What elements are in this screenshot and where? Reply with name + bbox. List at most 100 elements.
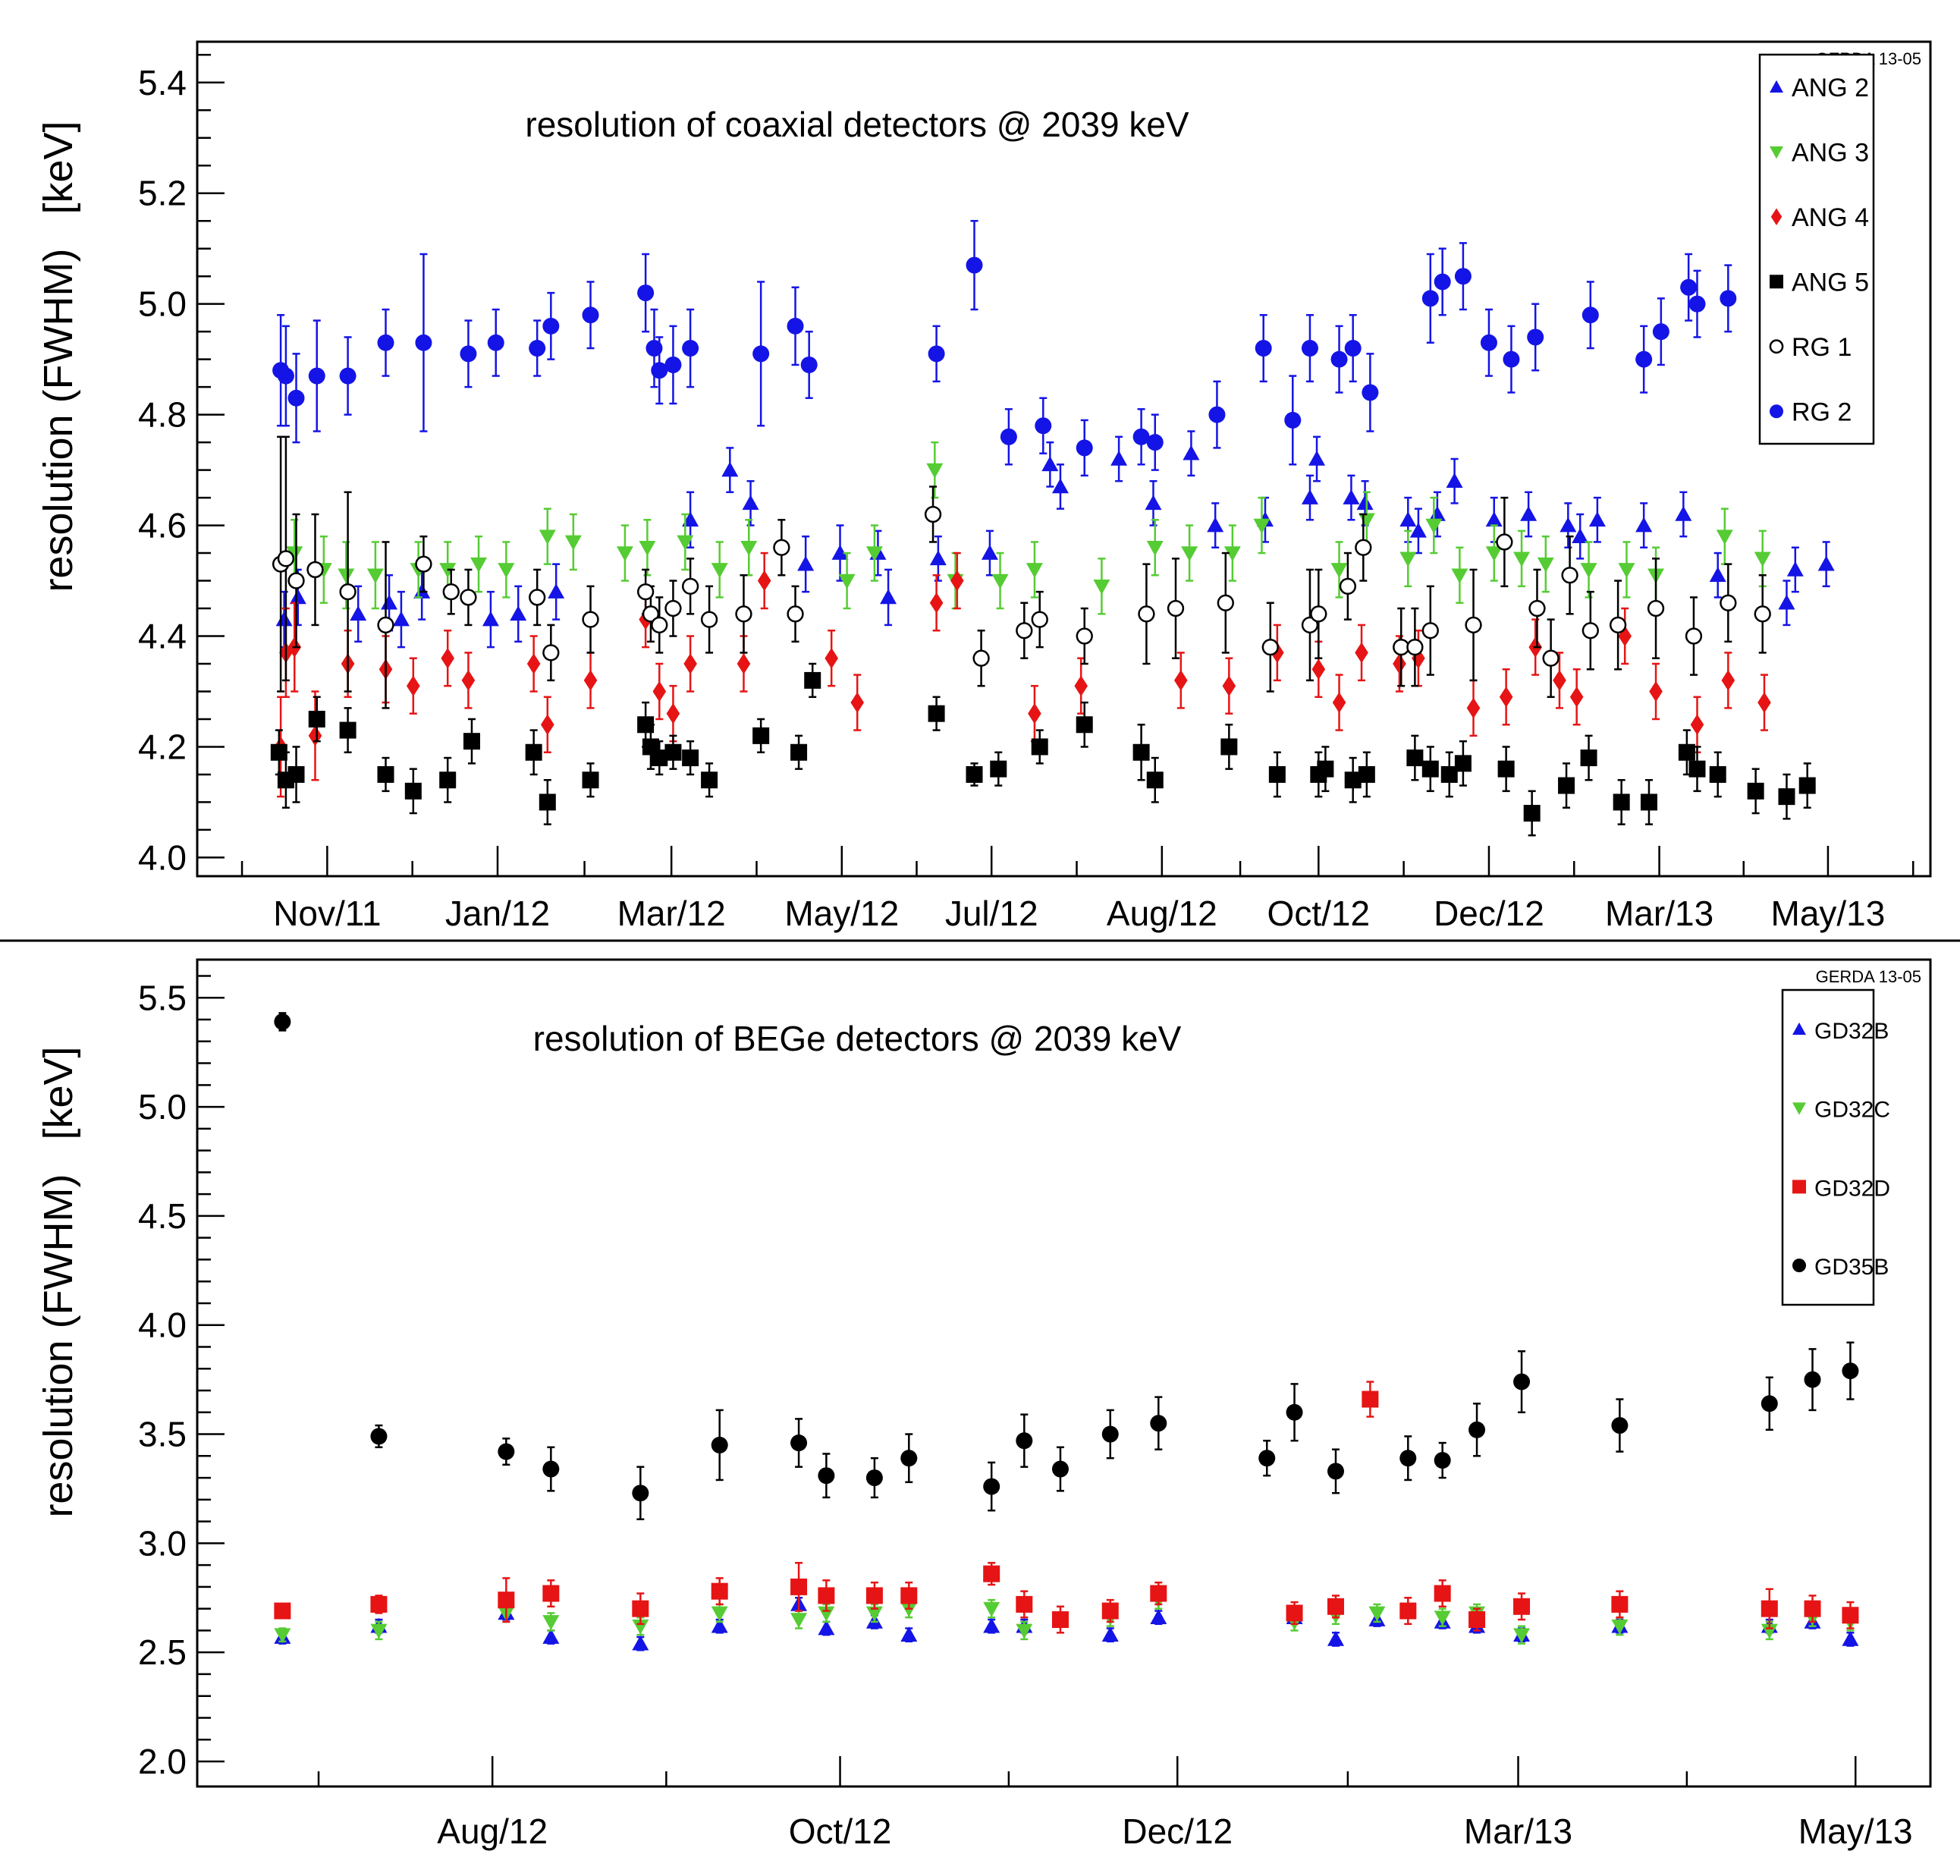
data-point (415, 334, 432, 351)
data-point (1652, 323, 1669, 341)
data-point (1330, 563, 1348, 578)
data-point (1132, 428, 1150, 445)
data-point (370, 1595, 388, 1613)
data-point (1101, 1425, 1119, 1443)
x-tick-label: May/13 (1771, 894, 1886, 933)
data-point (1327, 1598, 1345, 1615)
data-point (645, 340, 663, 357)
data-point (1720, 290, 1737, 307)
data-point (818, 1467, 835, 1485)
data-point (370, 1428, 388, 1445)
data-point (818, 1606, 835, 1622)
data-point (487, 334, 504, 351)
legend-marker (1792, 1102, 1806, 1115)
data-point (407, 675, 420, 696)
data-point (865, 1469, 883, 1487)
data-point (339, 367, 357, 385)
data-point (1101, 1602, 1119, 1620)
data-point (498, 563, 515, 578)
data-point (1406, 638, 1424, 656)
data-point (637, 716, 655, 734)
data-point (308, 710, 325, 727)
data-point (1409, 522, 1427, 538)
data-point (966, 765, 983, 783)
data-point (539, 793, 556, 811)
data-point (1446, 473, 1463, 488)
y-tick-label: 4.2 (138, 727, 187, 766)
data-point (1327, 1630, 1345, 1646)
data-point (1527, 328, 1544, 346)
data-point (880, 589, 897, 605)
data-point (900, 1450, 918, 1467)
data-point (1561, 567, 1578, 584)
data-point (1051, 478, 1069, 494)
data-point (1675, 505, 1692, 521)
data-point (1842, 1362, 1859, 1380)
data-point (542, 644, 560, 661)
data-point (1485, 511, 1503, 527)
data-point (850, 692, 865, 713)
data-point (1355, 539, 1372, 556)
data-point (1146, 434, 1164, 451)
y-axis-label: resolution (FWHM) [keV] (36, 121, 81, 592)
data-point (582, 611, 599, 628)
data-point (287, 765, 305, 783)
data-point (1344, 340, 1362, 357)
data-point (308, 725, 322, 746)
x-tick-label: Oct/12 (789, 1812, 892, 1851)
data-point (1207, 517, 1224, 533)
data-point (1000, 428, 1017, 445)
data-point (677, 535, 694, 551)
data-point (1649, 680, 1663, 702)
data-point (1355, 642, 1368, 664)
data-point (818, 1587, 835, 1604)
data-point (737, 653, 751, 674)
data-point (787, 317, 804, 335)
data-point (274, 1628, 291, 1644)
data-point (787, 605, 804, 623)
bege-chart: 2.0 2.5 3.0 3.5 4.0 4.5 5.0 5.5 Aug/12 Oct/12 Dec/… (36, 958, 1932, 1851)
data-point (818, 1620, 835, 1636)
data-point (1393, 653, 1406, 674)
data-point (583, 670, 598, 691)
coaxial-chart: 4.0 4.2 4.4 4.6 4.8 5.0 5.2 5.4 Nov/11 Jan/12 Mar/… (36, 40, 1932, 933)
legend-label: GD32D (1814, 1176, 1890, 1201)
data-point (1572, 528, 1589, 543)
data-point (1468, 1611, 1486, 1629)
series-rg-2 (272, 219, 1737, 477)
legend-label: ANG 5 (1792, 268, 1869, 297)
data-point (1635, 517, 1653, 533)
data-point (1399, 551, 1417, 567)
data-point (277, 550, 295, 567)
data-point (928, 345, 945, 363)
data-point (1358, 765, 1375, 783)
data-point (1344, 771, 1362, 789)
series-ang-5 (270, 662, 1816, 837)
x-tick-label: Mar/12 (617, 894, 726, 933)
data-point (701, 771, 718, 789)
data-point (1362, 384, 1379, 401)
data-point (1076, 716, 1093, 734)
data-point (1798, 777, 1816, 794)
data-point (773, 539, 790, 556)
y-tick-label: 3.5 (138, 1415, 187, 1454)
data-point (700, 611, 718, 628)
data-point (1145, 495, 1162, 511)
data-point (415, 555, 432, 573)
data-point (1618, 563, 1635, 578)
data-point (377, 334, 394, 351)
series-ang-3 (286, 441, 1771, 615)
data-point (1613, 793, 1630, 811)
legend-marker (1792, 1022, 1806, 1035)
data-point (711, 1436, 728, 1453)
data-point (287, 572, 305, 589)
data-point (1421, 622, 1439, 639)
data-point (1503, 350, 1520, 368)
data-point (370, 1623, 388, 1639)
legend-marker (1770, 208, 1783, 225)
data-point (616, 546, 633, 562)
data-point (482, 611, 499, 627)
data-point (1343, 489, 1360, 504)
data-point (498, 1443, 515, 1460)
data-point (1465, 616, 1482, 634)
